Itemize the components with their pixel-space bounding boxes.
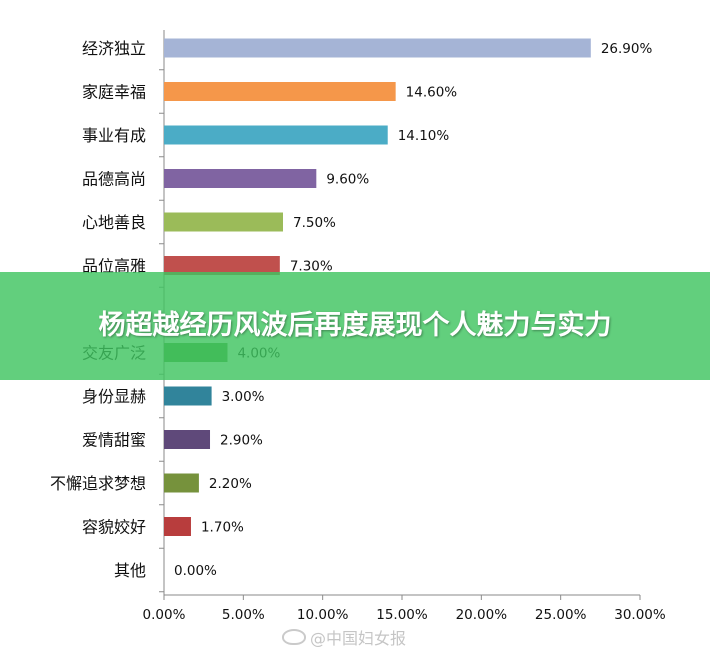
category-label: 容貌姣好 [82, 518, 146, 537]
bar [164, 38, 591, 58]
data-label: 2.20% [209, 476, 252, 492]
bar [164, 517, 191, 536]
watermark: @中国妇女报 [282, 626, 406, 648]
data-label: 26.90% [601, 41, 653, 57]
banner-title: 杨超越经历风波后再度展现个人魅力与实力 [98, 310, 612, 341]
x-tick-label: 15.00% [376, 607, 428, 623]
x-tick-label: 25.00% [535, 607, 587, 623]
category-label: 不懈追求梦想 [50, 474, 146, 493]
data-label: 1.70% [201, 520, 244, 536]
category-label: 经济独立 [82, 39, 146, 58]
bar [164, 256, 280, 275]
bar [164, 212, 283, 232]
data-label: 7.50% [293, 215, 336, 231]
category-label: 品德高尚 [82, 170, 146, 189]
data-label: 7.30% [290, 259, 333, 275]
bar [164, 82, 396, 101]
category-label: 事业有成 [82, 126, 146, 145]
x-tick-label: 20.00% [456, 607, 508, 623]
category-label: 品位高雅 [82, 257, 146, 276]
bar [164, 430, 211, 449]
x-tick-label: 30.00% [614, 607, 666, 623]
x-tick-label: 10.00% [297, 607, 349, 623]
data-label: 9.60% [326, 172, 369, 188]
category-label: 心地善良 [82, 213, 146, 232]
bar [164, 169, 317, 188]
bar [164, 125, 388, 145]
category-label: 身份显赫 [82, 387, 146, 406]
x-tick-label: 5.00% [222, 607, 265, 623]
x-tick-label: 0.00% [143, 607, 186, 623]
category-label: 其他 [114, 561, 146, 580]
weibo-icon [282, 629, 306, 645]
bar [164, 386, 212, 406]
category-label: 爱情甜蜜 [82, 431, 146, 450]
data-label: 14.10% [398, 128, 450, 144]
data-label: 3.00% [222, 389, 265, 405]
data-label: 14.60% [406, 85, 458, 101]
title-banner: 杨超越经历风波后再度展现个人魅力与实力 [0, 272, 710, 380]
category-label: 家庭幸福 [82, 83, 146, 102]
data-label: 2.90% [220, 433, 263, 449]
bar [164, 473, 199, 493]
watermark-text: @中国妇女报 [310, 629, 407, 648]
data-label: 0.00% [174, 563, 217, 579]
